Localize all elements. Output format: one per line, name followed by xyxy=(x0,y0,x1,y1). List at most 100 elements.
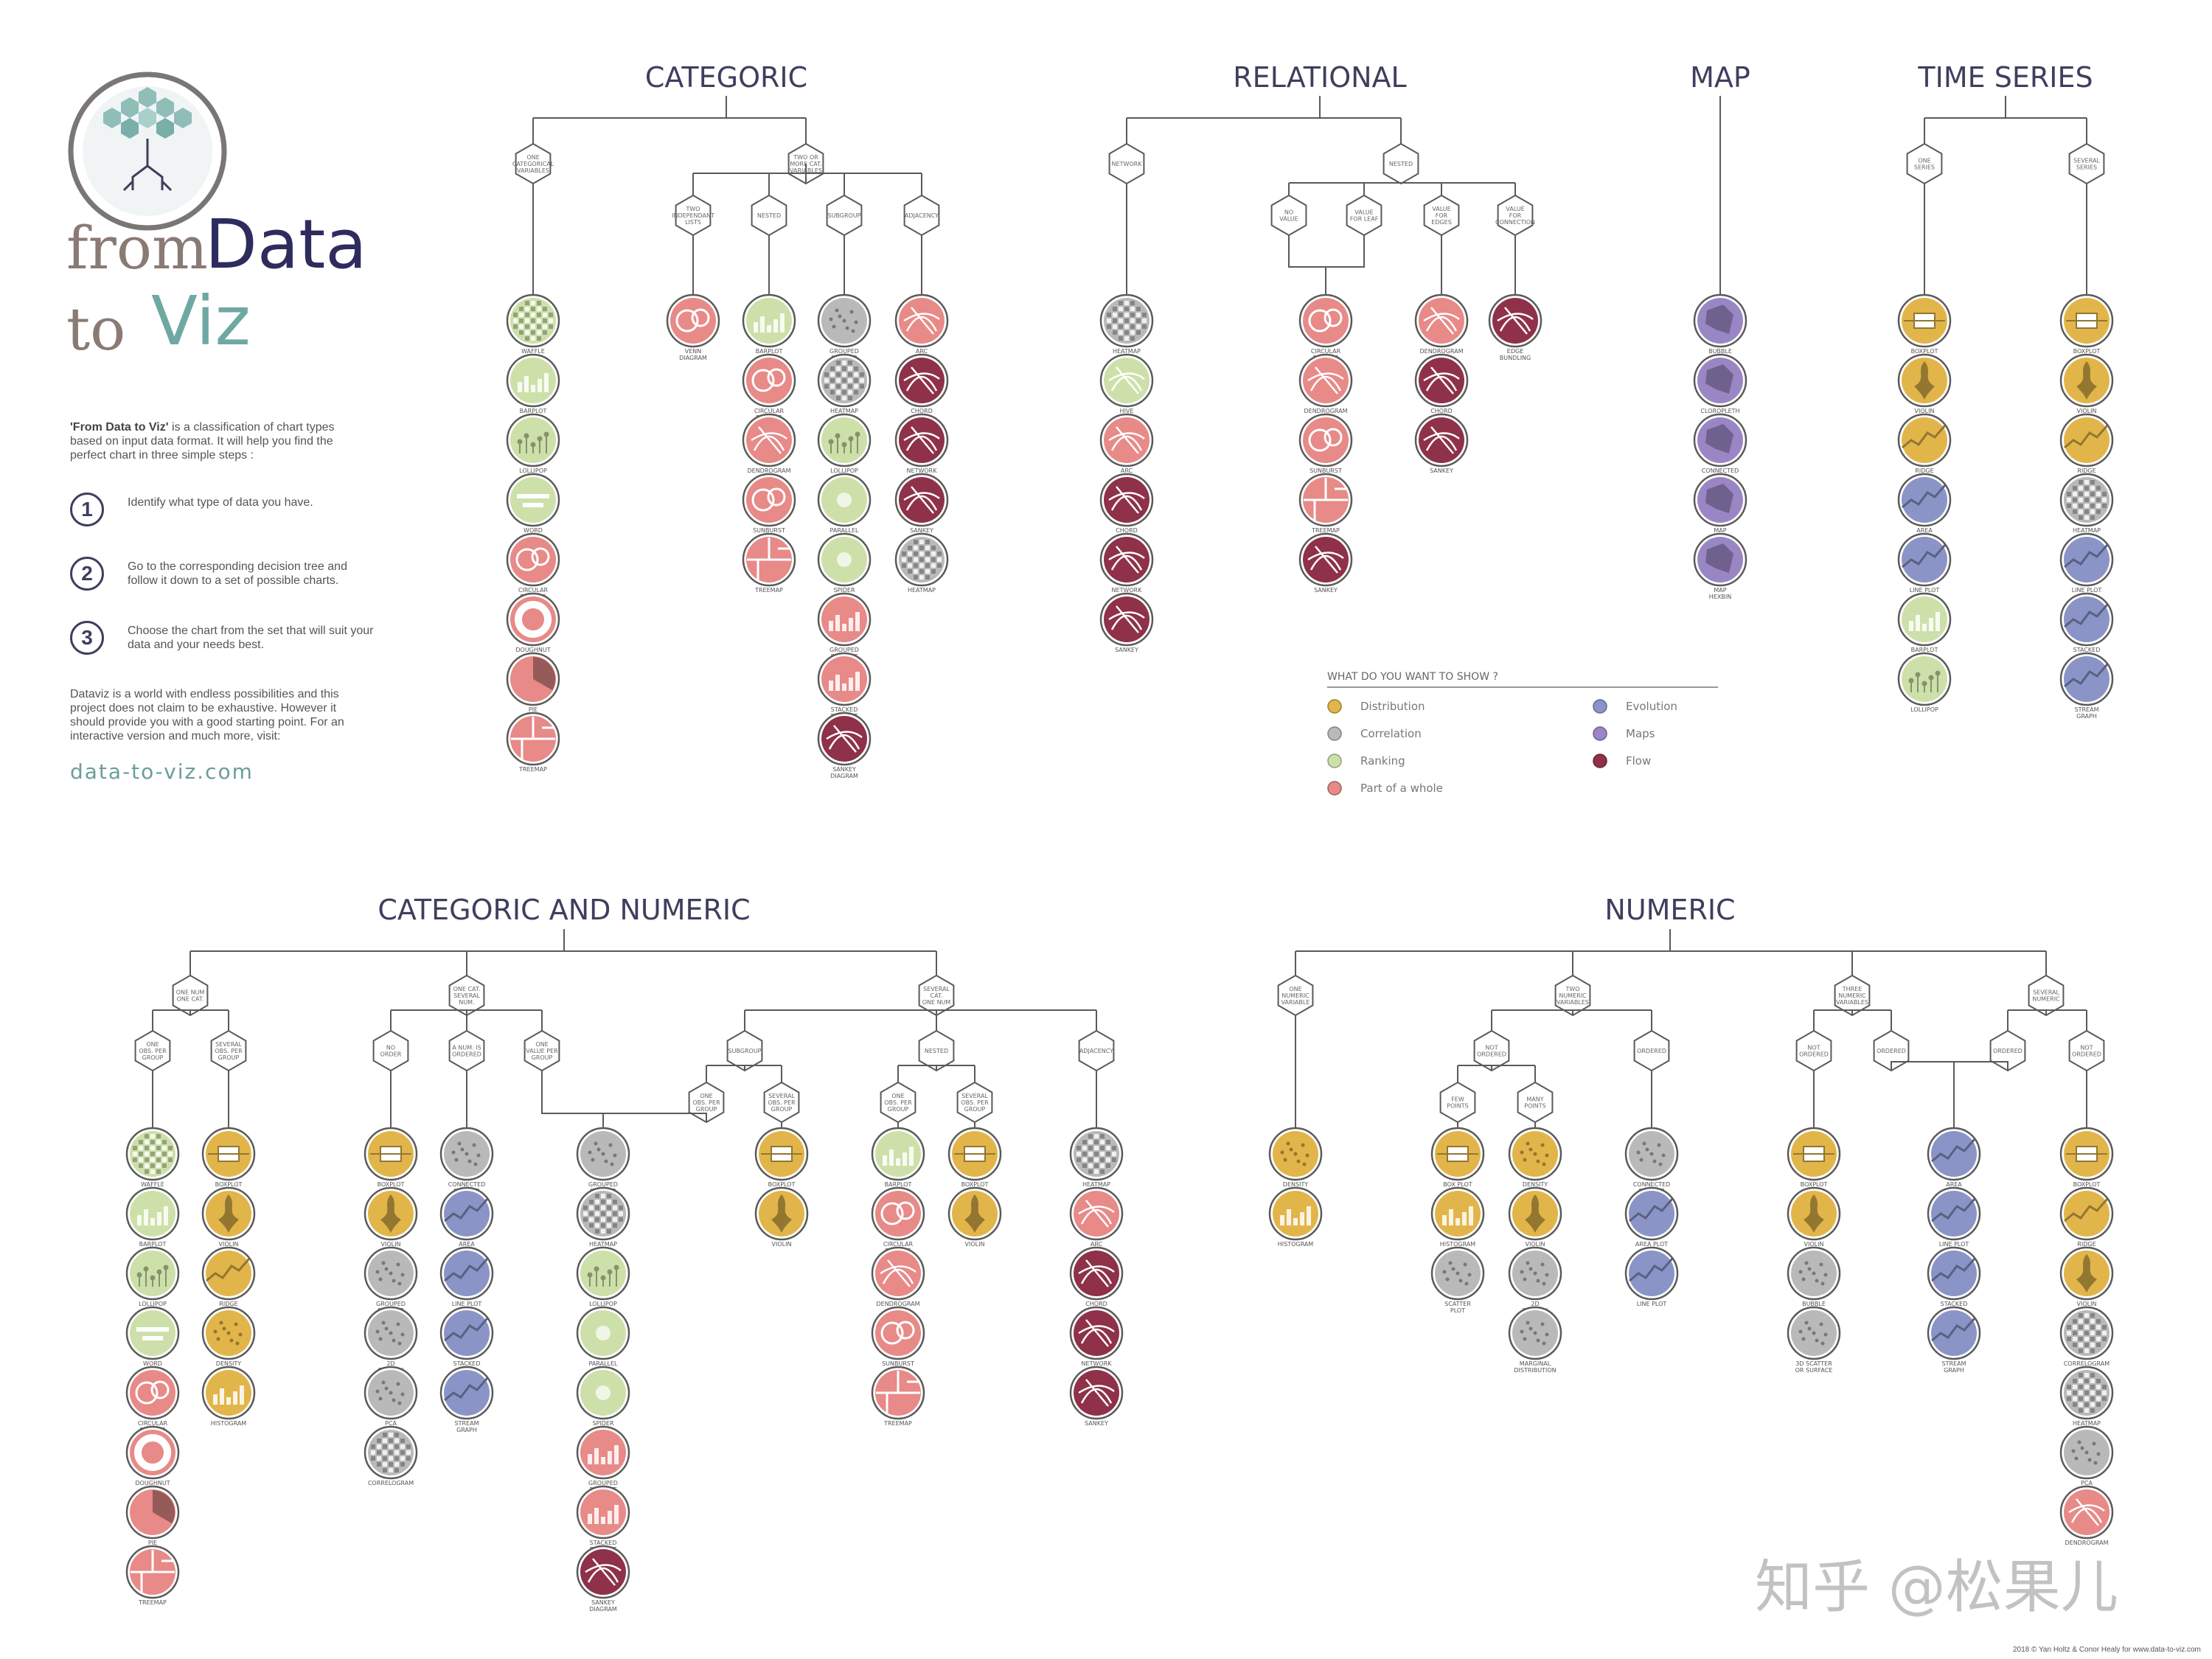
chart-node-boxplot[interactable]: BOXPLOT xyxy=(201,1127,256,1188)
chart-node-boxplot[interactable]: BOXPLOT xyxy=(364,1127,418,1188)
chart-node-violin[interactable]: VIOLIN xyxy=(201,1186,256,1248)
hex-node-nested[interactable]: NESTED xyxy=(751,194,787,237)
chart-node-boxplot[interactable]: BOXPLOT xyxy=(2059,293,2114,355)
chart-node-ridge-line[interactable]: RIDGELINE xyxy=(201,1246,256,1314)
chart-node-grouped-scatter[interactable]: GROUPEDSCATTER xyxy=(364,1246,418,1314)
chart-node-heatmap[interactable]: HEATMAP xyxy=(817,353,872,414)
hex-node-subgroup[interactable]: SUBGROUP xyxy=(826,194,863,237)
chart-node-box-plot[interactable]: BOX PLOT xyxy=(1430,1127,1485,1188)
chart-node-heatmap[interactable]: HEATMAP xyxy=(2059,1366,2114,1427)
chart-node-histogram[interactable]: HISTOGRAM xyxy=(1268,1186,1323,1248)
chart-node-2d-density[interactable]: 2DDENSITY xyxy=(364,1306,418,1374)
chart-node-pie[interactable]: PIE xyxy=(506,652,560,713)
chart-node-ridge-line[interactable]: RIDGELINE xyxy=(2059,1186,2114,1254)
chart-node-violin[interactable]: VIOLIN xyxy=(2059,353,2114,414)
chart-node-violin[interactable]: VIOLIN xyxy=(1897,353,1952,414)
chart-node-connected-scatter[interactable]: CONNECTEDSCATTER xyxy=(1624,1127,1679,1194)
chart-node-circular-packing[interactable]: CIRCULARPACKING xyxy=(871,1186,925,1254)
chart-node-circular-packing[interactable]: CIRCULARPACKING xyxy=(742,353,796,421)
chart-node-heatmap[interactable]: HEATMAP xyxy=(576,1186,630,1248)
chart-node-chord[interactable]: CHORD xyxy=(1069,1246,1124,1307)
site-link[interactable]: data-to-viz.com xyxy=(70,759,254,784)
chart-node-area[interactable]: AREA xyxy=(1927,1127,1981,1188)
hex-node-adjacency[interactable]: ADJACENCY xyxy=(903,194,940,237)
chart-node-stacked-barplot[interactable]: STACKEDBARPLOT xyxy=(817,652,872,720)
chart-node-sankey[interactable]: SANKEY xyxy=(894,473,949,534)
chart-node-map[interactable]: MAP xyxy=(1693,473,1747,534)
chart-node-area[interactable]: AREA xyxy=(439,1186,494,1248)
chart-node-heatmap[interactable]: HEATMAP xyxy=(1069,1127,1124,1188)
chart-node-histogram[interactable]: HISTOGRAM xyxy=(201,1366,256,1427)
chart-node-lollipop[interactable]: LOLLIPOP xyxy=(817,413,872,474)
chart-node-sankey[interactable]: SANKEY xyxy=(1099,592,1154,653)
chart-node-dendrogram[interactable]: DENDROGRAM xyxy=(1414,293,1469,355)
hex-node-nested[interactable]: NESTED xyxy=(1382,142,1419,185)
chart-node-sankey[interactable]: SANKEY xyxy=(1069,1366,1124,1427)
chart-node-parallel-plot[interactable]: PARALLELPLOT xyxy=(817,473,872,540)
chart-node-sankey[interactable]: SANKEY xyxy=(1414,413,1469,474)
chart-node-density[interactable]: DENSITY xyxy=(1508,1127,1562,1188)
chart-node-heatmap[interactable]: HEATMAP xyxy=(2059,473,2114,534)
chart-node-histogram[interactable]: HISTOGRAM xyxy=(1430,1186,1485,1248)
chart-node-circular-packing[interactable]: CIRCULARPACKING xyxy=(125,1366,180,1433)
chart-node-area-plot[interactable]: AREA PLOT xyxy=(1624,1186,1679,1248)
hex-node-network[interactable]: NETWORK xyxy=(1108,142,1145,185)
chart-node-barplot[interactable]: BARPLOT xyxy=(1897,592,1952,653)
chart-node-connected-scatter[interactable]: CONNECTEDSCATTER xyxy=(439,1127,494,1194)
chart-node-arc[interactable]: ARC xyxy=(1069,1186,1124,1248)
hex-node-subgroup[interactable]: SUBGROUP xyxy=(726,1029,763,1072)
chart-node-word-cloud[interactable]: WORDCLOUD xyxy=(506,473,560,540)
chart-node-network[interactable]: NETWORK xyxy=(1099,532,1154,594)
chart-node-doughnut[interactable]: DOUGHNUT xyxy=(125,1425,180,1486)
chart-node-stacked-barplot[interactable]: STACKEDBARPLOT xyxy=(576,1485,630,1553)
chart-node-dendrogram[interactable]: DENDROGRAM xyxy=(1298,353,1353,414)
chart-node-line-plot[interactable]: LINE PLOT xyxy=(1624,1246,1679,1307)
chart-node-boxplot[interactable]: BOXPLOT xyxy=(754,1127,809,1188)
chart-node-grouped-barplot[interactable]: GROUPEDBARPLOT xyxy=(817,592,872,660)
chart-node-sankey[interactable]: SANKEY xyxy=(1298,532,1353,594)
chart-node-lollipop[interactable]: LOLLIPOP xyxy=(506,413,560,474)
chart-node-density[interactable]: DENSITY xyxy=(201,1306,256,1367)
chart-node-doughnut[interactable]: DOUGHNUT xyxy=(506,592,560,653)
chart-node-circular-packing[interactable]: CIRCULARPACKING xyxy=(506,532,560,600)
chart-node-sunburst[interactable]: SUNBURST xyxy=(871,1306,925,1367)
chart-node-dendrogram[interactable]: DENDROGRAM xyxy=(871,1246,925,1307)
chart-node-treemap[interactable]: TREEMAP xyxy=(742,532,796,594)
chart-node-spider-plot[interactable]: SPIDERPLOT xyxy=(817,532,872,600)
chart-node-line-plot[interactable]: LINE PLOT xyxy=(439,1246,494,1307)
chart-node-dendrogram[interactable]: DENDROGRAM xyxy=(742,413,796,474)
chart-node-cloropleth[interactable]: CLOROPLETH xyxy=(1693,353,1747,414)
chart-node-waffle[interactable]: WAFFLE xyxy=(125,1127,180,1188)
chart-node-word-cloud[interactable]: WORDCLOUD xyxy=(125,1306,180,1374)
chart-node-treemap[interactable]: TREEMAP xyxy=(871,1366,925,1427)
chart-node-lollipop[interactable]: LOLLIPOP xyxy=(576,1246,630,1307)
chart-node-treemap[interactable]: TREEMAP xyxy=(1298,473,1353,534)
chart-node-waffle[interactable]: WAFFLE xyxy=(506,293,560,355)
chart-node-grouped-barplot[interactable]: GROUPEDBARPLOT xyxy=(576,1425,630,1493)
